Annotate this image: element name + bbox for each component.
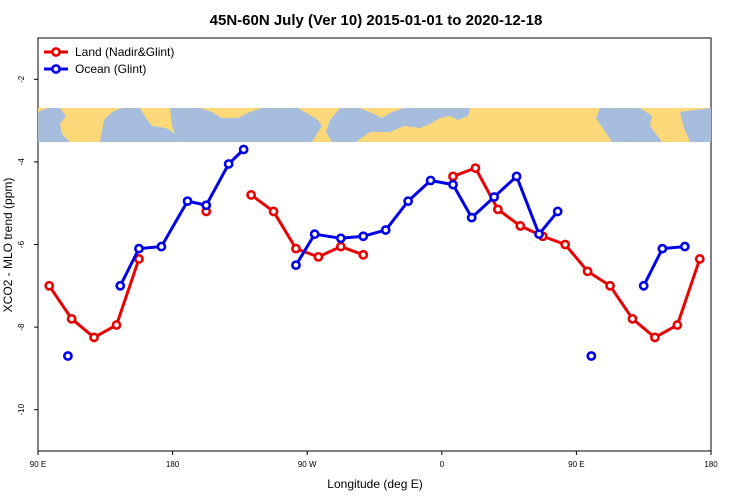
map-ocean-region xyxy=(680,108,711,142)
series-line xyxy=(47,258,141,339)
data-point xyxy=(582,266,593,277)
data-point xyxy=(335,241,346,252)
data-point xyxy=(448,171,458,182)
x-tick-label: 90 W xyxy=(298,460,317,469)
series-line xyxy=(118,148,245,287)
data-point xyxy=(511,171,522,182)
y-tick-label: -2 xyxy=(17,75,26,83)
series-layer xyxy=(44,144,705,361)
data-point xyxy=(156,241,167,252)
data-point xyxy=(672,320,683,330)
data-point xyxy=(134,243,144,254)
data-point xyxy=(694,254,705,264)
legend-land-marker xyxy=(51,47,61,57)
data-point xyxy=(201,200,212,211)
data-point xyxy=(89,332,99,343)
y-tick-label: -6 xyxy=(17,240,26,248)
data-point xyxy=(291,243,301,254)
map-ocean-region xyxy=(100,108,178,142)
data-point xyxy=(223,159,234,169)
data-point xyxy=(489,192,500,202)
map-ocean-region xyxy=(38,108,70,142)
data-point xyxy=(679,241,690,252)
data-point xyxy=(358,231,369,242)
data-point xyxy=(627,313,638,324)
legend-ocean-marker xyxy=(51,64,61,74)
data-point xyxy=(492,204,503,215)
y-tick-label: -4 xyxy=(17,158,26,166)
data-point xyxy=(650,332,660,343)
y-axis-label: XCO2 - MLO trend (ppm) xyxy=(1,178,15,313)
data-point xyxy=(657,243,668,254)
series-ocean xyxy=(63,144,690,361)
y-tick-label: -10 xyxy=(17,403,26,415)
legend: Land (Nadir&Glint) Ocean (Glint) xyxy=(44,45,174,76)
data-point xyxy=(335,233,346,244)
data-point xyxy=(44,280,55,291)
series-land xyxy=(44,163,705,343)
data-point xyxy=(66,313,77,324)
legend-land-label: Land (Nadir&Glint) xyxy=(75,45,174,59)
x-tick-label: 0 xyxy=(440,460,445,469)
chart-title: 45N-60N July (Ver 10) 2015-01-01 to 2020… xyxy=(210,12,543,29)
data-point xyxy=(380,225,391,235)
x-tick-label: 90 E xyxy=(30,460,46,469)
data-point xyxy=(586,351,597,361)
x-tick-label: 180 xyxy=(166,460,180,469)
data-point xyxy=(291,260,301,271)
data-point xyxy=(605,280,615,291)
data-point xyxy=(448,179,458,190)
data-point xyxy=(466,212,477,223)
data-point xyxy=(425,175,436,186)
data-point xyxy=(534,229,544,240)
data-point xyxy=(552,206,563,217)
map-ocean-region xyxy=(596,108,662,142)
data-point xyxy=(238,144,249,155)
data-point xyxy=(268,206,279,217)
x-tick-label: 90 E xyxy=(568,460,584,469)
data-point xyxy=(182,196,193,207)
data-point xyxy=(111,320,122,330)
data-point xyxy=(115,280,126,291)
data-point xyxy=(515,221,526,231)
data-point xyxy=(63,351,73,361)
data-point xyxy=(309,229,320,240)
map-ocean-region xyxy=(326,108,470,142)
data-point xyxy=(403,196,414,207)
data-point xyxy=(560,239,571,250)
legend-ocean-label: Ocean (Glint) xyxy=(75,62,146,76)
data-point xyxy=(358,249,369,260)
world-map-band xyxy=(38,108,711,142)
map-ocean-region xyxy=(272,112,292,126)
series-line xyxy=(294,174,559,266)
y-tick-label: -8 xyxy=(17,323,26,331)
x-axis-label: Longitude (deg E) xyxy=(327,477,422,491)
data-point xyxy=(638,280,649,291)
data-point xyxy=(470,163,481,173)
axes-layer: 90 E 180 90 W 0 90 E 180 -2 -4 -6 -8 -10 xyxy=(17,75,718,469)
data-point xyxy=(246,190,257,200)
x-tick-label: 180 xyxy=(704,460,718,469)
data-point xyxy=(313,251,324,262)
